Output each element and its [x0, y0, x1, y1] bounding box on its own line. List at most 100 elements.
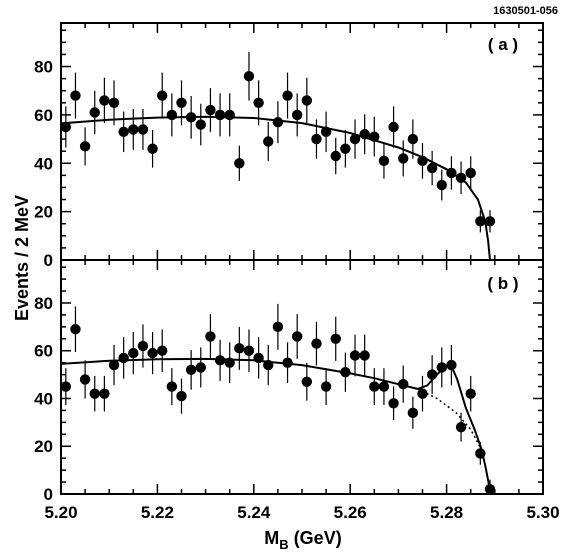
data-point — [147, 143, 158, 154]
y-tick-label: 60 — [34, 106, 53, 125]
data-point — [79, 374, 91, 385]
y-tick-label: 0 — [44, 251, 53, 270]
y-tick-label: 20 — [34, 437, 53, 456]
data-point — [320, 381, 332, 392]
data-point — [89, 107, 100, 118]
x-axis-title: MB (GeV) — [264, 528, 341, 552]
data-point — [311, 133, 322, 145]
point-layer — [60, 51, 496, 495]
data-point — [253, 97, 264, 109]
data-point — [378, 155, 390, 167]
y-tick-label: 0 — [44, 485, 53, 504]
data-point — [89, 388, 100, 399]
data-point — [195, 119, 206, 130]
y-tick-label: 80 — [34, 294, 53, 313]
x-tick-label: 5.30 — [526, 503, 559, 522]
data-point — [205, 331, 216, 342]
data-point — [291, 331, 303, 342]
data-point — [272, 321, 284, 333]
data-point — [436, 362, 447, 373]
data-point — [398, 153, 409, 164]
data-point — [157, 90, 168, 101]
data-point — [436, 179, 447, 191]
data-point — [301, 376, 313, 387]
fit-curve — [60, 115, 491, 261]
data-point — [243, 71, 255, 82]
x-tick-label: 5.26 — [334, 503, 367, 522]
data-point — [455, 172, 467, 183]
data-point — [446, 167, 457, 179]
data-point — [301, 95, 313, 106]
data-point — [60, 381, 72, 392]
data-point — [166, 381, 178, 392]
data-point — [340, 143, 351, 154]
data-point — [234, 158, 245, 169]
data-point — [446, 359, 457, 371]
x-axis-title-sub: B — [279, 537, 288, 552]
data-point — [147, 347, 158, 359]
data-point — [176, 97, 187, 109]
data-point — [369, 131, 380, 142]
data-point — [99, 388, 110, 399]
data-point — [108, 97, 120, 109]
data-point — [157, 345, 168, 356]
data-point — [349, 350, 361, 361]
data-point — [330, 333, 341, 344]
data-point — [128, 347, 139, 359]
data-point — [407, 133, 419, 145]
data-point — [263, 136, 274, 147]
data-point — [185, 112, 197, 123]
x-tick-label: 5.28 — [430, 503, 463, 522]
figure-id: 1630501-056 — [493, 5, 558, 17]
data-point — [378, 381, 390, 392]
data-point — [484, 484, 496, 495]
data-point — [359, 350, 370, 361]
data-point — [263, 359, 274, 371]
data-point — [330, 150, 341, 162]
data-point — [224, 357, 235, 368]
data-point — [128, 124, 139, 135]
data-point — [99, 95, 110, 106]
x-axis-title-main: M — [264, 528, 279, 548]
data-point — [205, 104, 216, 116]
data-point — [311, 338, 322, 349]
data-point — [234, 343, 245, 354]
y-axis-title: Events / 2 MeV — [12, 195, 32, 321]
data-point — [465, 388, 476, 399]
data-point — [417, 155, 428, 167]
data-point — [195, 362, 206, 373]
data-point — [417, 388, 428, 399]
data-point — [388, 398, 399, 409]
data-point — [349, 133, 361, 145]
panel-b-label: ( b ) — [487, 274, 518, 293]
data-point — [272, 116, 284, 128]
data-point — [79, 141, 91, 152]
y-tick-label: 60 — [34, 342, 53, 361]
panel-a-label: ( a ) — [488, 35, 518, 54]
curve-layer — [60, 115, 491, 495]
fit-curve — [60, 357, 491, 495]
data-point — [426, 162, 438, 174]
y-tick-label: 80 — [34, 58, 53, 77]
data-point — [426, 369, 438, 380]
data-point — [108, 359, 120, 371]
x-tick-label: 5.20 — [44, 503, 77, 522]
y-tick-label: 40 — [34, 389, 53, 408]
data-point — [465, 167, 476, 179]
data-point — [475, 216, 486, 227]
data-point — [475, 448, 486, 459]
data-point — [320, 126, 332, 138]
data-point — [214, 109, 226, 121]
x-axis-title-unit: (GeV) — [289, 528, 342, 548]
background-curve — [417, 388, 491, 495]
data-point — [137, 124, 149, 135]
data-point — [176, 390, 187, 402]
data-point — [291, 109, 303, 121]
data-point — [166, 109, 178, 121]
data-point — [70, 324, 81, 335]
y-tick-label: 20 — [34, 203, 53, 222]
tick-layer: 5.20 5.22 5.24 5.26 5.28 5.30 0 20 40 60 80 0 20 40 60… — [34, 23, 560, 522]
data-point — [185, 364, 197, 376]
data-point — [359, 129, 370, 140]
